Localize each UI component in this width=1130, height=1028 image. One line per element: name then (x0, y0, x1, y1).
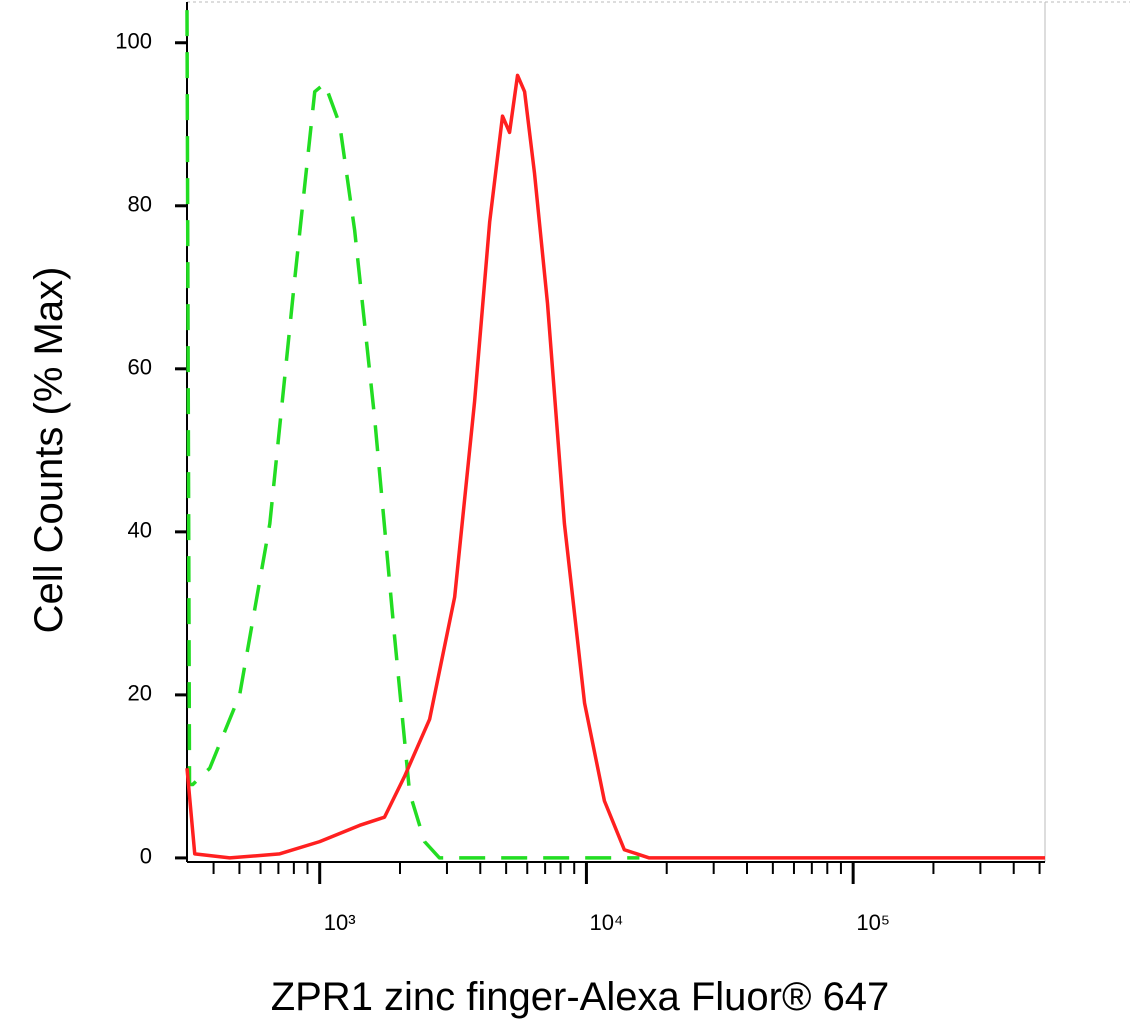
x-tick-label: 10⁵ (856, 910, 890, 935)
x-tick-label: 10⁴ (589, 910, 623, 935)
y-tick-label: 100 (115, 29, 152, 54)
y-tick-label: 40 (128, 518, 152, 543)
y-tick-label: 20 (128, 681, 152, 706)
x-tick-label: 10³ (324, 910, 356, 935)
y-tick-label: 80 (128, 192, 152, 217)
histogram-line (185, 10, 640, 860)
y-tick-label: 60 (128, 355, 152, 380)
y-tick-label: 0 (140, 844, 152, 869)
y-axis-label: Cell Counts (% Max) (27, 267, 71, 634)
histogram-line (185, 73, 1045, 860)
x-axis-label: ZPR1 zinc finger-Alexa Fluor® 647 (271, 975, 890, 1019)
